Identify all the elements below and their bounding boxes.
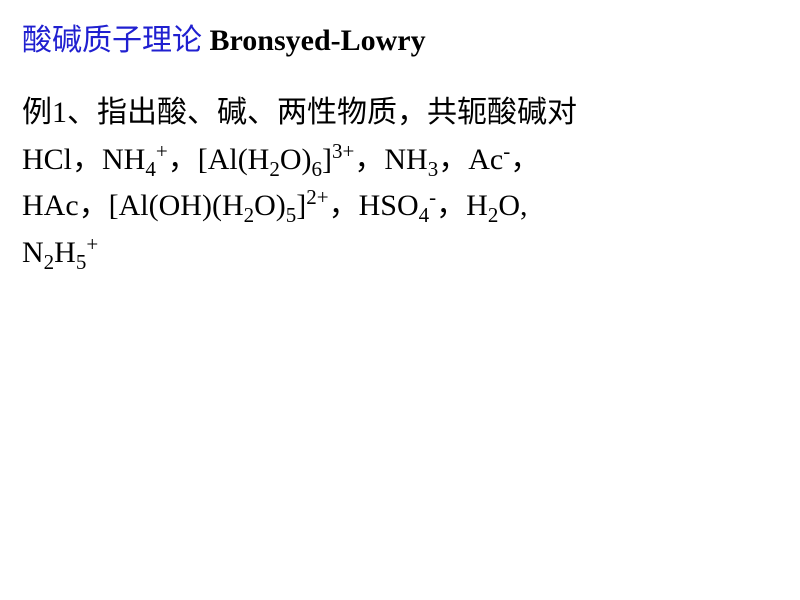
example-body: 例1、指出酸、碱、两性物质，共轭酸碱对 HCl，NH4+，[Al(H2O)6]3… — [22, 90, 778, 276]
sep: ， — [72, 143, 102, 176]
example-intro: 例1、指出酸、碱、两性物质，共轭酸碱对 — [22, 96, 577, 129]
title-gap — [202, 24, 210, 57]
sep-en: , — [520, 189, 528, 222]
slide-title: 酸碱质子理论 Bronsyed-Lowry — [22, 20, 778, 62]
sep: ， — [438, 143, 468, 176]
formula-hac: HAc — [22, 189, 79, 222]
formula-h2o: H2O — [466, 189, 520, 222]
formula-nh3: NH3 — [384, 143, 438, 176]
sep: ， — [436, 189, 466, 222]
sep: ， — [168, 143, 198, 176]
formula-hso4m: HSO4- — [359, 189, 437, 222]
formula-alh2o6: [Al(H2O)6]3+ — [198, 143, 355, 176]
formula-alohh2o5: [Al(OH)(H2O)5]2+ — [109, 189, 329, 222]
sep: ， — [354, 143, 384, 176]
formula-acm: Ac- — [468, 143, 510, 176]
sep: ， — [79, 189, 109, 222]
title-chinese: 酸碱质子理论 — [22, 24, 202, 57]
formula-hcl: HCl — [22, 143, 72, 176]
sep: ， — [510, 143, 540, 176]
formula-n2h5p: N2H5+ — [22, 236, 98, 269]
title-english: Bronsyed-Lowry — [210, 24, 426, 57]
sep: ， — [329, 189, 359, 222]
formula-nh4p: NH4+ — [102, 143, 168, 176]
